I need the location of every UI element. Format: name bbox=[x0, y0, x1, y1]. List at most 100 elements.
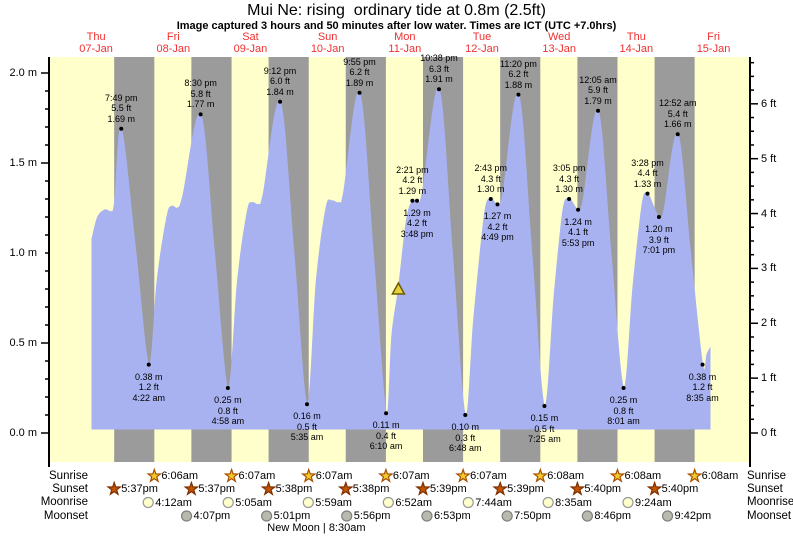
sunrise-star-icon bbox=[455, 467, 472, 483]
sunrise-time: 6:08am bbox=[547, 470, 584, 482]
sunset-star-icon bbox=[492, 480, 509, 496]
moonset-time: 9:42pm bbox=[674, 510, 712, 522]
moonset-circle-icon bbox=[501, 510, 513, 522]
sunset-time: 5:38pm bbox=[275, 483, 313, 495]
minor-high-annotation: 2:21 pm 4.2 ft 1.29 m bbox=[396, 164, 429, 196]
sunrise-time: 6:07am bbox=[238, 470, 276, 482]
low-tide-annotation: 0.16 m 0.5 ft 5:35 am bbox=[290, 411, 324, 443]
sunset-star-icon bbox=[260, 480, 277, 496]
day-label: Fri 08-Jan bbox=[156, 31, 191, 55]
tide-point-dot bbox=[119, 126, 124, 131]
low-tide-annotation: 0.10 m 0.3 ft 6:48 am bbox=[449, 422, 482, 453]
high-tide-annotation: 7:49 pm 5.5 ft 1.69 m bbox=[104, 92, 138, 124]
tide-point-dot bbox=[357, 90, 362, 95]
sunrise-row-label-left: Sunrise bbox=[49, 470, 88, 482]
sunrise-time: 6:07am bbox=[315, 470, 353, 482]
tide-point-dot bbox=[567, 197, 572, 201]
moonset-circle-icon bbox=[180, 510, 193, 522]
moonrise-circle-icon bbox=[462, 496, 474, 509]
moonrise-time: 8:35am bbox=[555, 496, 592, 509]
tide-point-dot bbox=[146, 362, 151, 367]
right-axis-label: 0 ft bbox=[761, 427, 777, 439]
sunrise-row-label-right: Sunrise bbox=[747, 470, 786, 482]
sunrise-time: 6:08am bbox=[624, 470, 662, 482]
tide-point-dot bbox=[437, 87, 442, 92]
left-axis-label: 2.0 m bbox=[9, 67, 37, 79]
high-tide-annotation: 12:05 am 5.9 ft 1.79 m bbox=[579, 74, 617, 106]
tide-point-dot bbox=[542, 404, 547, 408]
day-label: Fri 15-Jan bbox=[696, 31, 731, 55]
moonset-time: 5:56pm bbox=[353, 510, 391, 522]
moonrise-time: 5:05am bbox=[235, 496, 272, 509]
sunrise-time: 6:06am bbox=[161, 470, 199, 482]
day-label: Sun 10-Jan bbox=[310, 31, 345, 55]
low-tide-annotation: 0.38 m 1.2 ft 4:22 am bbox=[132, 371, 166, 403]
tide-point-dot bbox=[410, 198, 415, 203]
sunrise-star-icon bbox=[223, 467, 240, 483]
page-subtitle: Image captured 3 hours and 50 minutes af… bbox=[176, 20, 617, 32]
day-label: Thu 14-Jan bbox=[619, 31, 654, 55]
sunset-time: 5:37pm bbox=[198, 483, 236, 495]
minor-high-annotation: 2:43 pm 4.3 ft 1.30 m bbox=[474, 163, 507, 194]
high-tide-annotation: 11:20 pm 6.2 ft 1.88 m bbox=[499, 58, 537, 90]
left-axis-label: 1.5 m bbox=[9, 157, 37, 169]
tide-point-dot bbox=[415, 198, 420, 203]
moonrise-row-label-right: Moonrise bbox=[747, 496, 793, 508]
moonset-circle-icon bbox=[261, 510, 273, 522]
moonset-circle-icon bbox=[581, 510, 593, 522]
low-tide-annotation: 0.25 m 0.8 ft 4:58 am bbox=[211, 395, 245, 426]
low-tide-annotation: 0.25 m 0.8 ft 8:01 am bbox=[607, 395, 640, 426]
moonrise-row-label-left: Moonrise bbox=[40, 496, 88, 508]
moonrise-time: 6:52am bbox=[395, 496, 433, 509]
left-axis-label: 1.0 m bbox=[9, 247, 37, 259]
minor-low-annotation: 1.27 m 4.2 ft 4:49 pm bbox=[481, 211, 514, 243]
tide-point-dot bbox=[645, 191, 650, 196]
sunset-time: 5:39pm bbox=[429, 483, 467, 495]
low-tide-annotation: 0.15 m 0.5 ft 7:25 am bbox=[528, 413, 561, 444]
tide-point-dot bbox=[576, 207, 581, 212]
moonset-circle-icon bbox=[341, 510, 353, 522]
sunset-time: 5:40pm bbox=[584, 483, 622, 495]
moonset-time: 5:01pm bbox=[273, 510, 311, 522]
moonset-circle-icon bbox=[421, 510, 433, 522]
day-label: Wed 13-Jan bbox=[542, 31, 576, 55]
minor-low-annotation: 1.29 m 4.2 ft 3:48 pm bbox=[400, 207, 434, 239]
tide-point-dot bbox=[198, 112, 203, 117]
high-tide-annotation: 8:30 pm 5.8 ft 1.77 m bbox=[184, 78, 217, 110]
tide-point-dot bbox=[621, 386, 626, 390]
moonset-time: 8:46pm bbox=[594, 510, 632, 522]
right-axis-label: 1 ft bbox=[761, 372, 777, 385]
moon-phase-label: New Moon | 8:30am bbox=[267, 522, 366, 534]
sunset-star-icon bbox=[183, 480, 200, 496]
high-tide-annotation: 9:12 pm 6.0 ft 1.84 m bbox=[263, 65, 297, 97]
high-tide-annotation: 12:52 am 5.4 ft 1.66 m bbox=[658, 98, 697, 130]
day-label: Mon 11-Jan bbox=[388, 31, 422, 55]
moonset-circle-icon bbox=[661, 510, 674, 522]
sunrise-star-icon bbox=[146, 467, 163, 483]
tide-point-dot bbox=[516, 92, 521, 97]
tide-point-dot bbox=[384, 411, 389, 416]
sunrise-time: 6:07am bbox=[470, 470, 507, 482]
sunrise-star-icon bbox=[377, 467, 394, 483]
moonset-row-label-right: Moonset bbox=[747, 510, 792, 522]
moonrise-time: 7:44am bbox=[475, 496, 512, 509]
sunset-star-icon bbox=[415, 480, 431, 496]
high-tide-annotation: 9:55 pm 6.2 ft 1.89 m bbox=[343, 56, 376, 88]
high-tide-annotation: 10:38 pm 6.3 ft 1.91 m bbox=[420, 53, 458, 85]
tide-point-dot bbox=[495, 202, 500, 207]
minor-high-annotation: 3:05 pm 4.3 ft 1.30 m bbox=[552, 163, 586, 194]
right-axis-label: 2 ft bbox=[761, 317, 777, 330]
moonrise-time: 5:59am bbox=[315, 496, 352, 509]
sunrise-star-icon bbox=[686, 467, 703, 483]
sunset-star-icon bbox=[646, 480, 663, 496]
sunset-time: 5:37pm bbox=[121, 483, 158, 495]
left-axis-label: 0.5 m bbox=[9, 337, 37, 349]
moonrise-circle-icon bbox=[622, 496, 634, 509]
moonrise-circle-icon bbox=[222, 496, 234, 509]
tide-point-dot bbox=[656, 215, 661, 219]
moonrise-circle-icon bbox=[302, 496, 314, 509]
minor-low-annotation: 1.20 m 3.9 ft 7:01 pm bbox=[642, 224, 676, 255]
tide-point-dot bbox=[596, 108, 601, 113]
right-axis-label: 5 ft bbox=[761, 152, 777, 165]
